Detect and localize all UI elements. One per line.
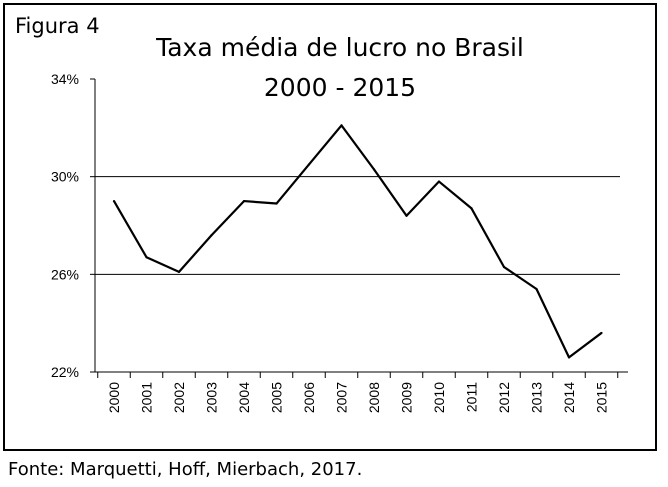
x-tick-label: 2005 bbox=[269, 382, 285, 413]
x-tick-label: 2007 bbox=[334, 382, 350, 413]
x-tick-label: 2011 bbox=[464, 382, 480, 412]
x-tick-label: 2014 bbox=[561, 382, 577, 413]
x-tick-label: 2001 bbox=[139, 382, 155, 413]
data-point bbox=[177, 270, 181, 273]
x-tick-label: 2002 bbox=[171, 382, 187, 413]
chart-title: Taxa média de lucro no Brasil bbox=[155, 33, 524, 62]
axes bbox=[90, 78, 628, 378]
source-note: Fonte: Marquetti, Hoff, Mierbach, 2017. bbox=[8, 459, 363, 480]
data-point bbox=[567, 356, 571, 359]
y-tick-labels: 22% 26% 30% 34% bbox=[51, 71, 79, 380]
data-point bbox=[502, 265, 506, 269]
gridlines bbox=[95, 176, 620, 275]
data-point bbox=[242, 199, 246, 203]
figure-frame: Figura 4 bbox=[3, 3, 657, 451]
x-tick-label: 2015 bbox=[594, 382, 610, 413]
data-point bbox=[470, 207, 473, 210]
x-tick-label: 2003 bbox=[204, 382, 220, 413]
data-point bbox=[145, 256, 148, 259]
data-point bbox=[307, 163, 311, 166]
x-tick-labels: 2000 2001 2002 2003 2004 2005 2006 2007 2008 2009… bbox=[106, 382, 610, 413]
x-tick-label: 2004 bbox=[236, 382, 252, 413]
x-tick-label: 2000 bbox=[106, 382, 122, 413]
data-point bbox=[535, 287, 538, 291]
x-tick-label: 2012 bbox=[496, 382, 512, 413]
x-tick-label: 2006 bbox=[301, 382, 317, 413]
x-tick-label: 2008 bbox=[366, 382, 382, 413]
x-tick-label: 2009 bbox=[399, 382, 415, 413]
data-point bbox=[112, 199, 116, 203]
series-line bbox=[113, 124, 603, 359]
data-point bbox=[340, 124, 343, 127]
x-tick-label: 2013 bbox=[529, 382, 545, 413]
data-point bbox=[405, 214, 408, 217]
x-tick-label: 2010 bbox=[431, 382, 447, 413]
data-point bbox=[437, 180, 441, 183]
data-point bbox=[275, 202, 278, 205]
data-point bbox=[600, 331, 603, 335]
data-point bbox=[210, 234, 213, 237]
data-point bbox=[372, 168, 376, 171]
figure-label: Figura 4 bbox=[15, 14, 100, 38]
y-tick-label: 26% bbox=[51, 266, 79, 282]
series bbox=[112, 124, 603, 359]
y-tick-label: 30% bbox=[51, 169, 79, 185]
y-tick-label: 34% bbox=[51, 71, 79, 87]
y-tick-label: 22% bbox=[51, 364, 79, 380]
chart-subtitle: 2000 - 2015 bbox=[264, 73, 416, 102]
